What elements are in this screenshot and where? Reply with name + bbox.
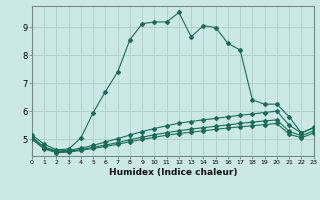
X-axis label: Humidex (Indice chaleur): Humidex (Indice chaleur) xyxy=(108,168,237,177)
